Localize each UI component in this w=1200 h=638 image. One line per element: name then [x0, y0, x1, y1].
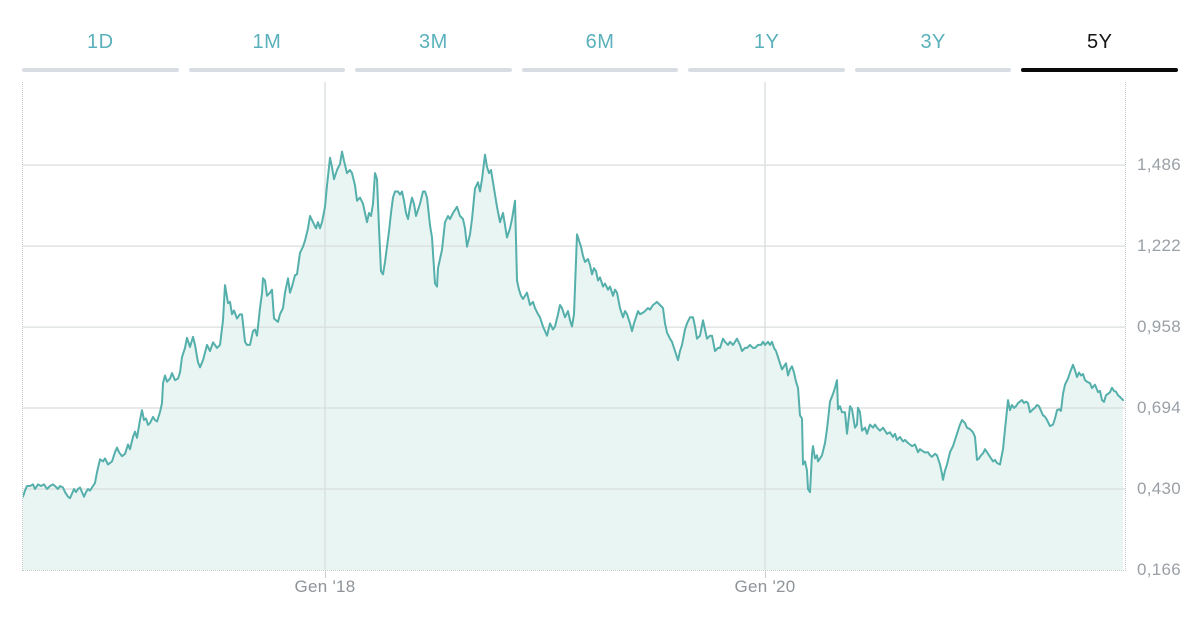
x-axis-label: Gen '18: [294, 577, 356, 596]
tab-1m-underline: [188, 68, 346, 72]
y-axis-label: 0,166: [1137, 560, 1182, 579]
y-axis-label: 0,694: [1137, 398, 1182, 417]
y-axis-label: 1,222: [1137, 236, 1182, 256]
tab-6m[interactable]: 6M: [521, 30, 679, 72]
tab-3y[interactable]: 3Y: [854, 30, 1012, 72]
tab-1d-label: 1D: [87, 31, 114, 53]
price-area: [23, 151, 1123, 570]
tab-3y-underline: [854, 68, 1012, 72]
tab-6m-underline: [521, 68, 679, 72]
plot-area[interactable]: [22, 82, 1126, 571]
x-axis-tick: [765, 570, 766, 578]
tab-1y[interactable]: 1Y: [688, 30, 845, 72]
tab-1m-label: 1M: [252, 31, 282, 53]
tab-5y[interactable]: 5Y: [1021, 30, 1179, 72]
tab-1d-underline: [22, 68, 179, 72]
tab-3y-label: 3Y: [920, 31, 946, 53]
x-axis-tick: [325, 570, 326, 578]
time-range-tabbar: 1D 1M 3M 6M 1Y 3Y 5Y: [22, 30, 1179, 72]
tab-1d[interactable]: 1D: [22, 30, 179, 72]
price-line: [23, 150, 1124, 500]
tab-5y-underline: [1021, 68, 1179, 72]
tab-5y-label: 5Y: [1087, 31, 1113, 53]
x-axis-label: Gen '20: [734, 577, 796, 596]
tab-1y-label: 1Y: [753, 31, 780, 53]
y-axis-label: 0,430: [1137, 479, 1182, 498]
y-axis-label: 0,958: [1137, 317, 1182, 337]
tab-3m[interactable]: 3M: [355, 30, 512, 72]
tab-3m-underline: [355, 68, 512, 72]
price-series-svg: [23, 82, 1125, 570]
tab-6m-label: 6M: [585, 31, 615, 53]
tab-3m-label: 3M: [419, 31, 448, 53]
tab-1y-underline: [688, 68, 845, 72]
tab-1m[interactable]: 1M: [188, 30, 346, 72]
y-axis-label: 1,486: [1137, 155, 1182, 175]
